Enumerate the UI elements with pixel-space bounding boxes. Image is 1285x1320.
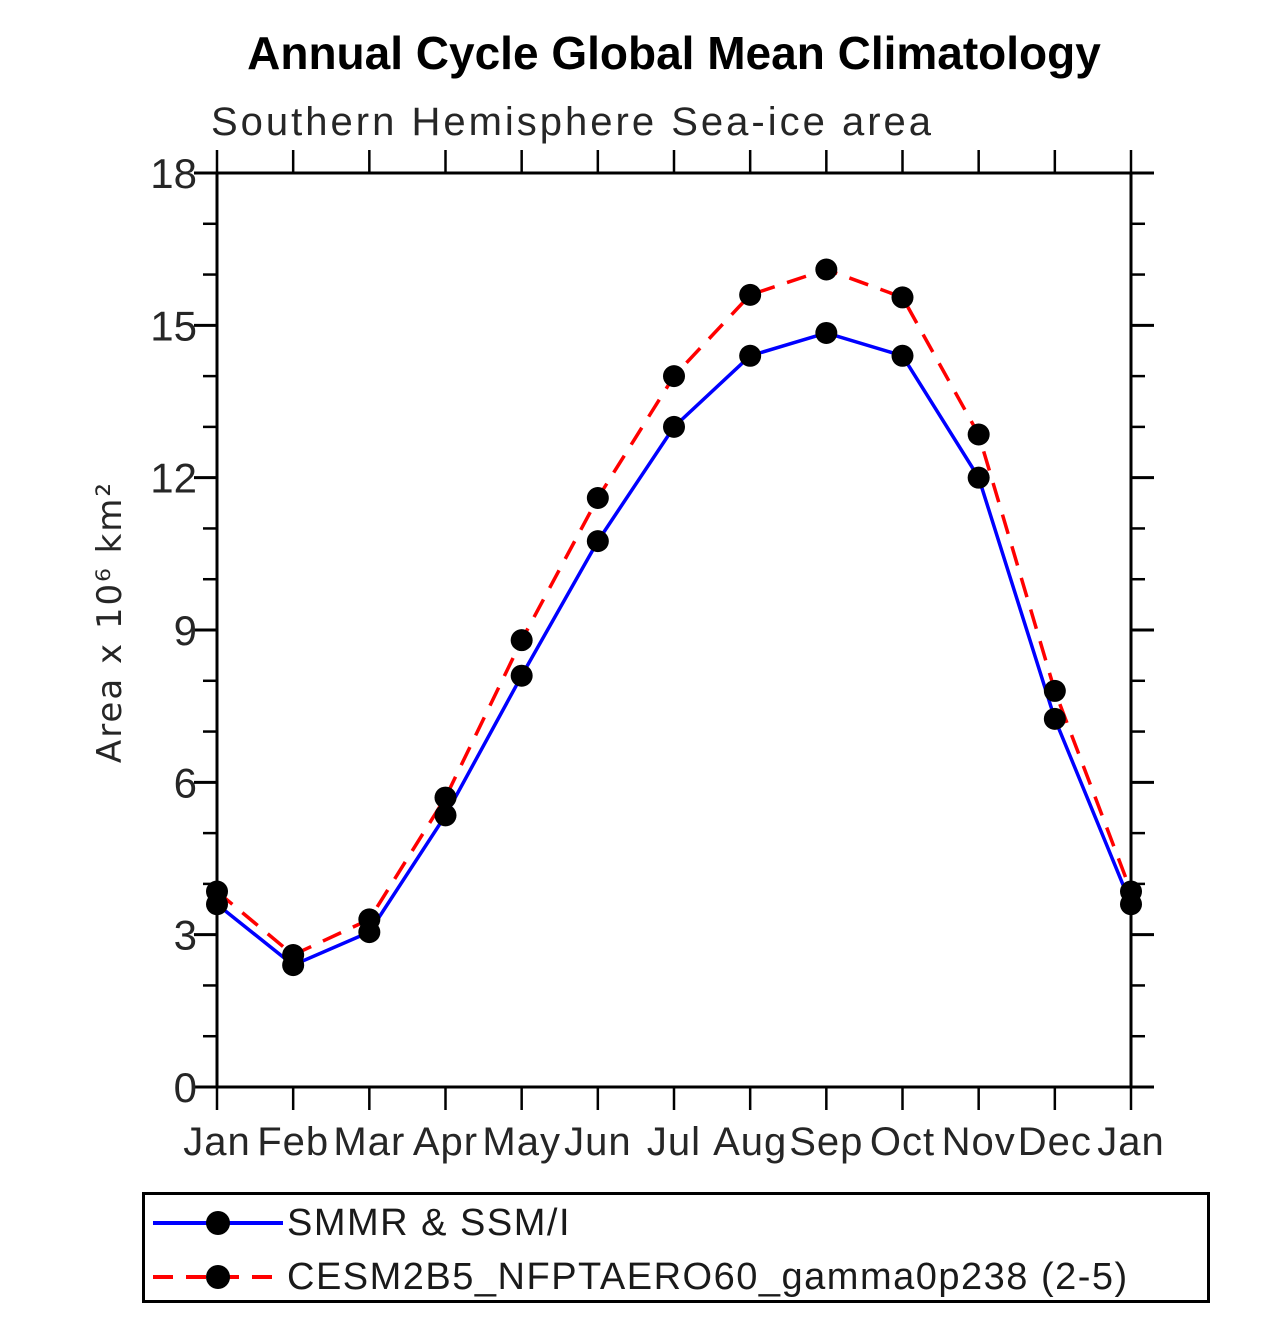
- chart-subtitle: Southern Hemisphere Sea-ice area: [211, 100, 935, 144]
- legend-entry-smmr: SMMR & SSM/I: [149, 1201, 572, 1244]
- y-tick-label: 12: [150, 455, 197, 502]
- x-tick-label: May: [482, 1120, 561, 1164]
- series-0-marker: [663, 415, 685, 438]
- legend-box: SMMR & SSM/I CESM2B5_NFPTAERO60_gamma0p2…: [142, 1192, 1210, 1303]
- legend-label-smmr: SMMR & SSM/I: [287, 1201, 572, 1244]
- x-tick-label: Feb: [257, 1120, 329, 1164]
- series-1-marker: [206, 880, 228, 903]
- series-1-marker: [663, 365, 685, 388]
- series-1-marker: [358, 908, 381, 931]
- plot-frame: [215, 171, 1133, 1089]
- y-tick-label: 9: [174, 607, 197, 654]
- x-tick-label: Sep: [789, 1120, 863, 1164]
- series-1-marker: [891, 286, 914, 309]
- x-tick-label: Jan: [183, 1120, 251, 1164]
- series-1-marker: [510, 629, 533, 652]
- x-tick-label: Oct: [870, 1120, 935, 1164]
- series-0-marker: [586, 530, 609, 553]
- legend-entry-cesm: CESM2B5_NFPTAERO60_gamma0p238 (2-5): [149, 1255, 1129, 1298]
- y-tick-label: 15: [150, 302, 197, 349]
- chart-title: Annual Cycle Global Mean Climatology: [247, 27, 1101, 79]
- series-1-marker: [739, 283, 762, 306]
- x-tick-label: Jun: [564, 1120, 632, 1164]
- series-0-marker: [434, 804, 457, 827]
- series-1-marker: [967, 423, 990, 446]
- series-1-marker: [434, 786, 457, 809]
- legend-label-cesm: CESM2B5_NFPTAERO60_gamma0p238 (2-5): [287, 1255, 1129, 1298]
- series-0-marker: [967, 466, 990, 489]
- series-1-marker: [586, 486, 609, 509]
- series-0-marker: [891, 344, 914, 367]
- series-1-marker: [815, 258, 838, 281]
- x-tick-label: Jul: [647, 1120, 701, 1164]
- series-0-marker: [1043, 707, 1066, 730]
- x-tick-label: Aug: [713, 1120, 787, 1164]
- series-1-marker: [282, 943, 305, 966]
- legend-swatch-dashed-line: [153, 1265, 283, 1289]
- series-1-marker: [1043, 679, 1066, 702]
- y-tick-label: 6: [174, 759, 197, 806]
- legend-swatch-solid-line: [153, 1211, 283, 1235]
- series-0-marker: [739, 344, 762, 367]
- x-tick-label: Mar: [333, 1120, 405, 1164]
- x-tick-label: Dec: [1018, 1120, 1092, 1164]
- y-tick-label: 0: [174, 1064, 197, 1111]
- series-0-marker: [510, 664, 533, 687]
- y-tick-label: 3: [174, 912, 197, 959]
- x-tick-label: Jan: [1097, 1120, 1165, 1164]
- x-tick-label: Nov: [942, 1120, 1016, 1164]
- series-1-marker: [1120, 880, 1142, 903]
- y-tick-label: 18: [150, 150, 197, 197]
- series-0-marker: [815, 321, 838, 344]
- x-tick-label: Apr: [413, 1120, 478, 1164]
